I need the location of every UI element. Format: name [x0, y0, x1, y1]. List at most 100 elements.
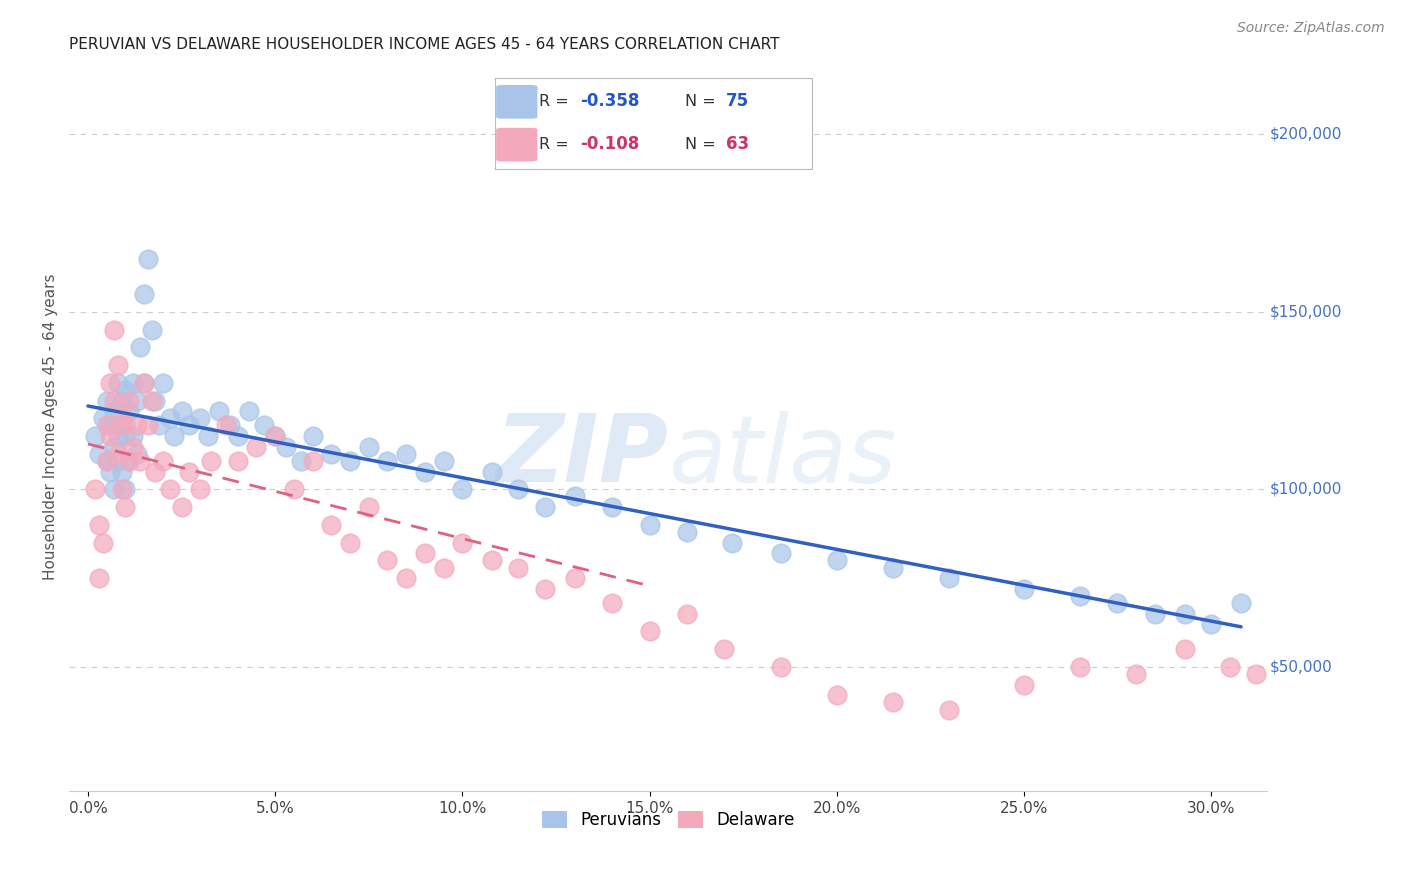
Point [938, 571, 960, 585]
Text: atlas: atlas [668, 411, 897, 502]
Point [1219, 660, 1241, 674]
Point [111, 411, 134, 425]
Point [508, 483, 530, 497]
Point [238, 404, 260, 418]
Point [226, 429, 249, 443]
Point [152, 454, 174, 468]
Point [564, 490, 586, 504]
Point [357, 500, 380, 515]
Point [1230, 596, 1253, 610]
Point [1199, 617, 1222, 632]
Point [118, 454, 141, 468]
Point [413, 546, 436, 560]
Point [96, 454, 118, 468]
Point [114, 483, 136, 497]
Point [177, 418, 200, 433]
Point [1244, 667, 1267, 681]
Point [96, 393, 118, 408]
Point [638, 517, 661, 532]
Point [253, 418, 276, 433]
Point [1174, 642, 1197, 657]
Point [215, 418, 238, 433]
Point [163, 429, 186, 443]
Point [107, 358, 129, 372]
Point [132, 376, 155, 390]
Point [141, 393, 163, 408]
Point [276, 440, 298, 454]
Point [882, 560, 904, 574]
Point [177, 465, 200, 479]
Point [377, 454, 399, 468]
Point [143, 393, 166, 408]
Point [114, 418, 136, 433]
Point [100, 465, 122, 479]
Point [769, 546, 792, 560]
Legend: Peruvians, Delaware: Peruvians, Delaware [536, 804, 801, 836]
Point [114, 429, 136, 443]
Point [103, 322, 125, 336]
Point [451, 535, 474, 549]
Point [111, 393, 134, 408]
Point [533, 500, 555, 515]
Point [433, 560, 456, 574]
Point [1069, 589, 1091, 603]
Point [769, 660, 792, 674]
Point [100, 376, 122, 390]
Point [208, 404, 231, 418]
Point [100, 429, 122, 443]
Point [143, 465, 166, 479]
Point [638, 624, 661, 639]
Point [1125, 667, 1147, 681]
Point [159, 411, 181, 425]
Point [148, 418, 170, 433]
Point [264, 429, 287, 443]
Point [125, 393, 148, 408]
Point [89, 517, 111, 532]
Point [1107, 596, 1129, 610]
Point [219, 418, 242, 433]
Point [111, 483, 134, 497]
Point [395, 571, 418, 585]
Point [245, 440, 267, 454]
Point [564, 571, 586, 585]
Point [91, 411, 114, 425]
Point [264, 429, 287, 443]
Point [1069, 660, 1091, 674]
Point [395, 447, 418, 461]
Point [89, 571, 111, 585]
Point [339, 535, 361, 549]
Point [84, 483, 107, 497]
Point [721, 535, 744, 549]
Point [107, 376, 129, 390]
Point [118, 393, 141, 408]
Point [111, 418, 134, 433]
Point [103, 393, 125, 408]
Point [103, 404, 125, 418]
Point [676, 524, 699, 539]
Point [91, 535, 114, 549]
Point [107, 447, 129, 461]
Point [159, 483, 181, 497]
Point [825, 553, 848, 567]
Text: $100,000: $100,000 [1270, 482, 1341, 497]
Point [132, 287, 155, 301]
Point [825, 689, 848, 703]
Point [84, 429, 107, 443]
Text: ZIP: ZIP [495, 410, 668, 502]
Point [481, 465, 503, 479]
Point [1174, 607, 1197, 621]
Point [103, 483, 125, 497]
Text: PERUVIAN VS DELAWARE HOUSEHOLDER INCOME AGES 45 - 64 YEARS CORRELATION CHART: PERUVIAN VS DELAWARE HOUSEHOLDER INCOME … [69, 37, 780, 53]
Point [290, 454, 312, 468]
Point [713, 642, 735, 657]
Point [114, 500, 136, 515]
Point [197, 429, 219, 443]
Point [433, 454, 456, 468]
Point [451, 483, 474, 497]
Point [1012, 678, 1035, 692]
Point [103, 440, 125, 454]
Point [107, 454, 129, 468]
Point [357, 440, 380, 454]
Point [136, 252, 159, 266]
Point [96, 418, 118, 433]
